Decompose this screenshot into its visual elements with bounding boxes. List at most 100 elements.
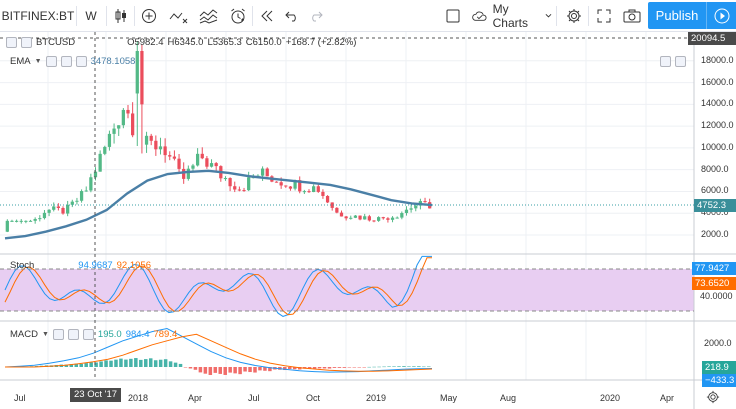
candle-body bbox=[372, 220, 376, 222]
macd-bar bbox=[173, 362, 178, 367]
macd-legend[interactable]: MACD ▼ 195.0 984.4 789.4 bbox=[10, 329, 177, 340]
macd-bar bbox=[317, 367, 322, 369]
chevron-down-icon[interactable]: ▼ bbox=[41, 331, 49, 338]
close-icon[interactable] bbox=[75, 56, 87, 67]
chevron-down-icon[interactable]: ▼ bbox=[34, 58, 42, 65]
signal-line bbox=[5, 333, 433, 372]
add-indicator-icon[interactable] bbox=[138, 0, 160, 32]
macd-bar bbox=[208, 367, 213, 375]
undo-icon[interactable] bbox=[282, 0, 302, 32]
candle-body bbox=[363, 216, 367, 220]
candle-body bbox=[140, 51, 144, 105]
visibility-icon[interactable] bbox=[21, 37, 32, 48]
crosshair-date-tag: 23 Oct '17 bbox=[70, 388, 122, 402]
macd-bar bbox=[198, 367, 203, 373]
candle-body bbox=[279, 182, 283, 186]
settings-icon[interactable] bbox=[67, 329, 79, 340]
stoch-d-value: 92.1056 bbox=[116, 260, 151, 271]
interval-button[interactable]: W bbox=[80, 0, 102, 32]
macd-bar bbox=[99, 361, 103, 367]
candle-body bbox=[265, 168, 269, 177]
legend-change: +168.7 (+2.82%) bbox=[285, 37, 357, 48]
price-tick: 4000.0 bbox=[701, 207, 729, 218]
macd-bar bbox=[288, 367, 292, 369]
replay-icon[interactable] bbox=[256, 0, 278, 32]
alert-icon[interactable] bbox=[226, 0, 250, 32]
stoch-k-tag: 77.9427 bbox=[692, 262, 736, 275]
indicators-icon[interactable] bbox=[166, 0, 192, 32]
camera-icon[interactable] bbox=[620, 0, 644, 32]
axis-settings-icon[interactable] bbox=[706, 390, 720, 409]
candle-body bbox=[353, 215, 358, 218]
publish-button[interactable]: Publish bbox=[648, 2, 706, 29]
candle-body bbox=[117, 125, 121, 129]
candle-body bbox=[158, 146, 163, 150]
candle-body bbox=[293, 180, 297, 189]
macd-bar bbox=[139, 359, 143, 367]
macd-bar bbox=[119, 358, 123, 367]
symbol-search[interactable]: BITFINEX:BT bbox=[2, 0, 75, 32]
macd-bar bbox=[104, 360, 108, 367]
candle-body bbox=[200, 153, 204, 159]
redo-icon[interactable] bbox=[306, 0, 326, 32]
candles-icon[interactable] bbox=[110, 0, 132, 32]
fullscreen-icon[interactable] bbox=[592, 0, 616, 32]
macd-bar bbox=[397, 366, 401, 367]
macd-bar bbox=[402, 366, 406, 367]
candle-body bbox=[103, 146, 107, 154]
candle-body bbox=[390, 217, 395, 220]
candle-body bbox=[182, 168, 186, 179]
candle-body bbox=[24, 220, 28, 222]
macd-bar bbox=[427, 366, 431, 368]
stoch-band bbox=[0, 269, 694, 311]
macd-bar bbox=[218, 367, 222, 374]
candle-body bbox=[112, 128, 116, 134]
macd-tick: 2000.0 bbox=[704, 338, 732, 348]
candle-body bbox=[325, 195, 330, 203]
close-icon[interactable] bbox=[82, 329, 94, 340]
fullscreen-box-icon[interactable] bbox=[442, 0, 464, 32]
interval-label: W bbox=[85, 9, 97, 23]
collapse-icon[interactable] bbox=[6, 37, 17, 48]
candle-body bbox=[98, 153, 102, 172]
candle-body bbox=[195, 153, 200, 166]
candle-body bbox=[339, 212, 344, 217]
stoch-legend[interactable]: Stoch 94.9687 92.1056 bbox=[10, 260, 151, 271]
time-tick: Aug bbox=[500, 393, 517, 403]
macd-bar bbox=[417, 366, 421, 367]
chart-canvas[interactable] bbox=[0, 32, 736, 409]
macd-bar bbox=[69, 364, 74, 367]
candle-body bbox=[209, 163, 214, 167]
stoch-k-line bbox=[4, 255, 432, 317]
candle-body bbox=[395, 217, 399, 219]
candle-body bbox=[400, 213, 404, 218]
macd-bar bbox=[153, 360, 158, 367]
my-charts-button[interactable]: My Charts bbox=[472, 0, 552, 32]
macd-bar bbox=[422, 366, 426, 368]
time-tick: Jul bbox=[248, 393, 260, 403]
pane-maximize-icon[interactable] bbox=[675, 56, 686, 67]
candle-body bbox=[288, 186, 293, 189]
macd-bar bbox=[312, 367, 317, 369]
macd-bar bbox=[292, 367, 297, 370]
candle-body bbox=[61, 207, 65, 214]
price-tick: 2000.0 bbox=[701, 229, 729, 239]
macd-bar bbox=[322, 367, 327, 369]
time-axis[interactable]: Jul 2018 Apr Jul Oct 2019 May Aug 2020 Apr bbox=[0, 388, 694, 409]
publish-label: Publish bbox=[655, 8, 699, 23]
visibility-icon[interactable] bbox=[45, 56, 57, 67]
ema-legend[interactable]: EMA ▼ 3478.1058 bbox=[10, 56, 135, 67]
play-icon[interactable] bbox=[706, 2, 736, 29]
candle-body bbox=[186, 168, 190, 179]
macd-bar bbox=[89, 362, 93, 367]
macd-bar bbox=[352, 367, 357, 368]
pane-up-icon[interactable] bbox=[660, 56, 671, 67]
candlestick-series bbox=[5, 41, 432, 233]
candle-body bbox=[84, 190, 88, 192]
macd-bar bbox=[124, 359, 128, 367]
compare-icon[interactable] bbox=[196, 0, 222, 32]
settings-icon[interactable] bbox=[60, 56, 72, 67]
visibility-icon[interactable] bbox=[52, 329, 64, 340]
macd-bar bbox=[377, 366, 381, 368]
settings-icon[interactable] bbox=[562, 0, 586, 32]
